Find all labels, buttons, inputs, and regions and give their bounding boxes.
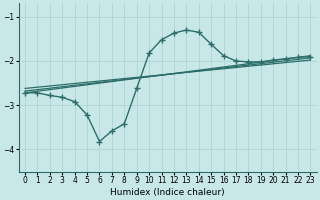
X-axis label: Humidex (Indice chaleur): Humidex (Indice chaleur)	[110, 188, 225, 197]
